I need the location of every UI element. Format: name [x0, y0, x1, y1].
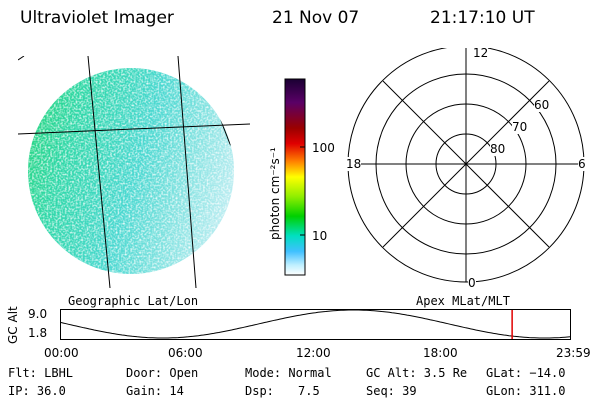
instrument-title: Ultraviolet Imager [20, 8, 174, 28]
time-tick-0600: 06:00 [168, 346, 203, 360]
timeline-ylabel: GC Alt [6, 306, 20, 344]
colorbar [284, 78, 306, 276]
timeline-ymax: 9.0 [28, 307, 48, 321]
altitude-timeline [60, 309, 571, 340]
mlt-label-18: 18 [346, 157, 362, 171]
status-seq: Seq: 39 [366, 384, 417, 398]
colorbar-unit-label: photon cm⁻²s⁻¹ [268, 147, 282, 240]
status-dsp-label: Dsp: [245, 384, 274, 398]
geographic-projection-label: Geographic Lat/Lon [68, 294, 199, 308]
colorbar-tick-100: 100 [312, 141, 335, 155]
status-dsp-value: 7.5 [298, 384, 320, 398]
uv-image-panel [18, 56, 250, 288]
altitude-curve [60, 309, 571, 339]
status-door: Door: Open [126, 366, 199, 380]
lat-ring-label-80: 80 [490, 142, 506, 156]
time-tick-2359: 23:59 [556, 346, 591, 360]
lon-grid-line [87, 56, 111, 288]
status-flt: Flt: LBHL [8, 366, 74, 380]
status-ip: IP: 36.0 [8, 384, 66, 398]
lat-ring-label-60: 60 [534, 98, 550, 112]
timeline-frame [60, 309, 571, 340]
date-label: 21 Nov 07 [272, 8, 360, 28]
timeline-ymin: 1.8 [28, 326, 48, 340]
aurora-disc [28, 68, 234, 274]
lat-ring-label-70: 70 [512, 120, 528, 134]
mlt-label-12: 12 [473, 46, 489, 60]
time-tick-1200: 12:00 [296, 346, 331, 360]
status-glon: GLon: 311.0 [486, 384, 566, 398]
status-glat: GLat: −14.0 [486, 366, 566, 380]
lat-grid-line [18, 123, 250, 135]
status-mode: Mode: Normal [245, 366, 332, 380]
status-gain: Gain: 14 [126, 384, 184, 398]
time-label: 21:17:10 UT [430, 8, 535, 28]
colorbar-tick-10: 10 [312, 229, 328, 243]
mlt-label-6: 6 [578, 157, 586, 171]
status-gc-alt: GC Alt: 3.5 Re [366, 366, 468, 380]
apex-projection-label: Apex MLat/MLT [416, 294, 510, 308]
polar-grid-panel [347, 48, 585, 283]
time-tick-1800: 18:00 [423, 346, 458, 360]
mlt-label-0: 0 [468, 276, 476, 290]
lon-grid-line [177, 56, 197, 288]
time-tick-0000: 00:00 [44, 346, 79, 360]
